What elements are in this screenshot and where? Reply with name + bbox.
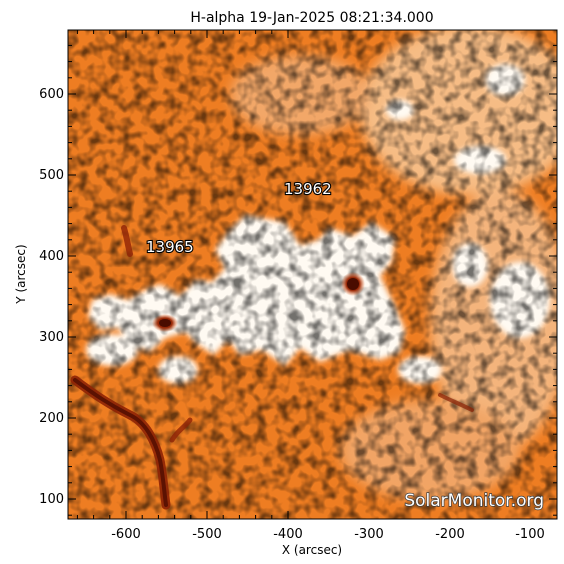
y-tick-label: 100 [39,492,64,507]
x-tick-labels: -600 -500 -400 -300 -200 -100 [111,527,545,542]
x-tick-label: -300 [354,527,384,542]
y-tick-label: 400 [39,249,64,264]
y-axis-ticks [68,44,557,516]
active-region-label: 13965 [146,238,194,256]
y-tick-label: 600 [39,87,64,102]
y-tick-label: 500 [39,168,64,183]
y-tick-label: 200 [39,411,64,426]
halpha-image [68,30,557,519]
x-tick-label: -600 [111,527,141,542]
x-axis-ticks [76,30,289,519]
sunspot [152,272,365,332]
x-tick-label: -500 [192,527,222,542]
x-tick-label: -100 [515,527,545,542]
active-region-label: 13962 [284,180,332,198]
y-tick-label: 300 [39,330,64,345]
watermark-text: SolarMonitor.org [404,491,544,511]
x-tick-label: -400 [273,527,303,542]
x-axis-title: X (arcsec) [282,543,342,557]
plot-frame [67,29,558,520]
y-axis-title: Y (arcsec) [14,244,28,304]
y-tick-labels: 100 200 300 400 500 600 [39,87,64,507]
x-tick-label: -200 [435,527,465,542]
filament [70,225,474,510]
image-title: H-alpha 19-Jan-2025 08:21:34.000 [190,10,433,26]
